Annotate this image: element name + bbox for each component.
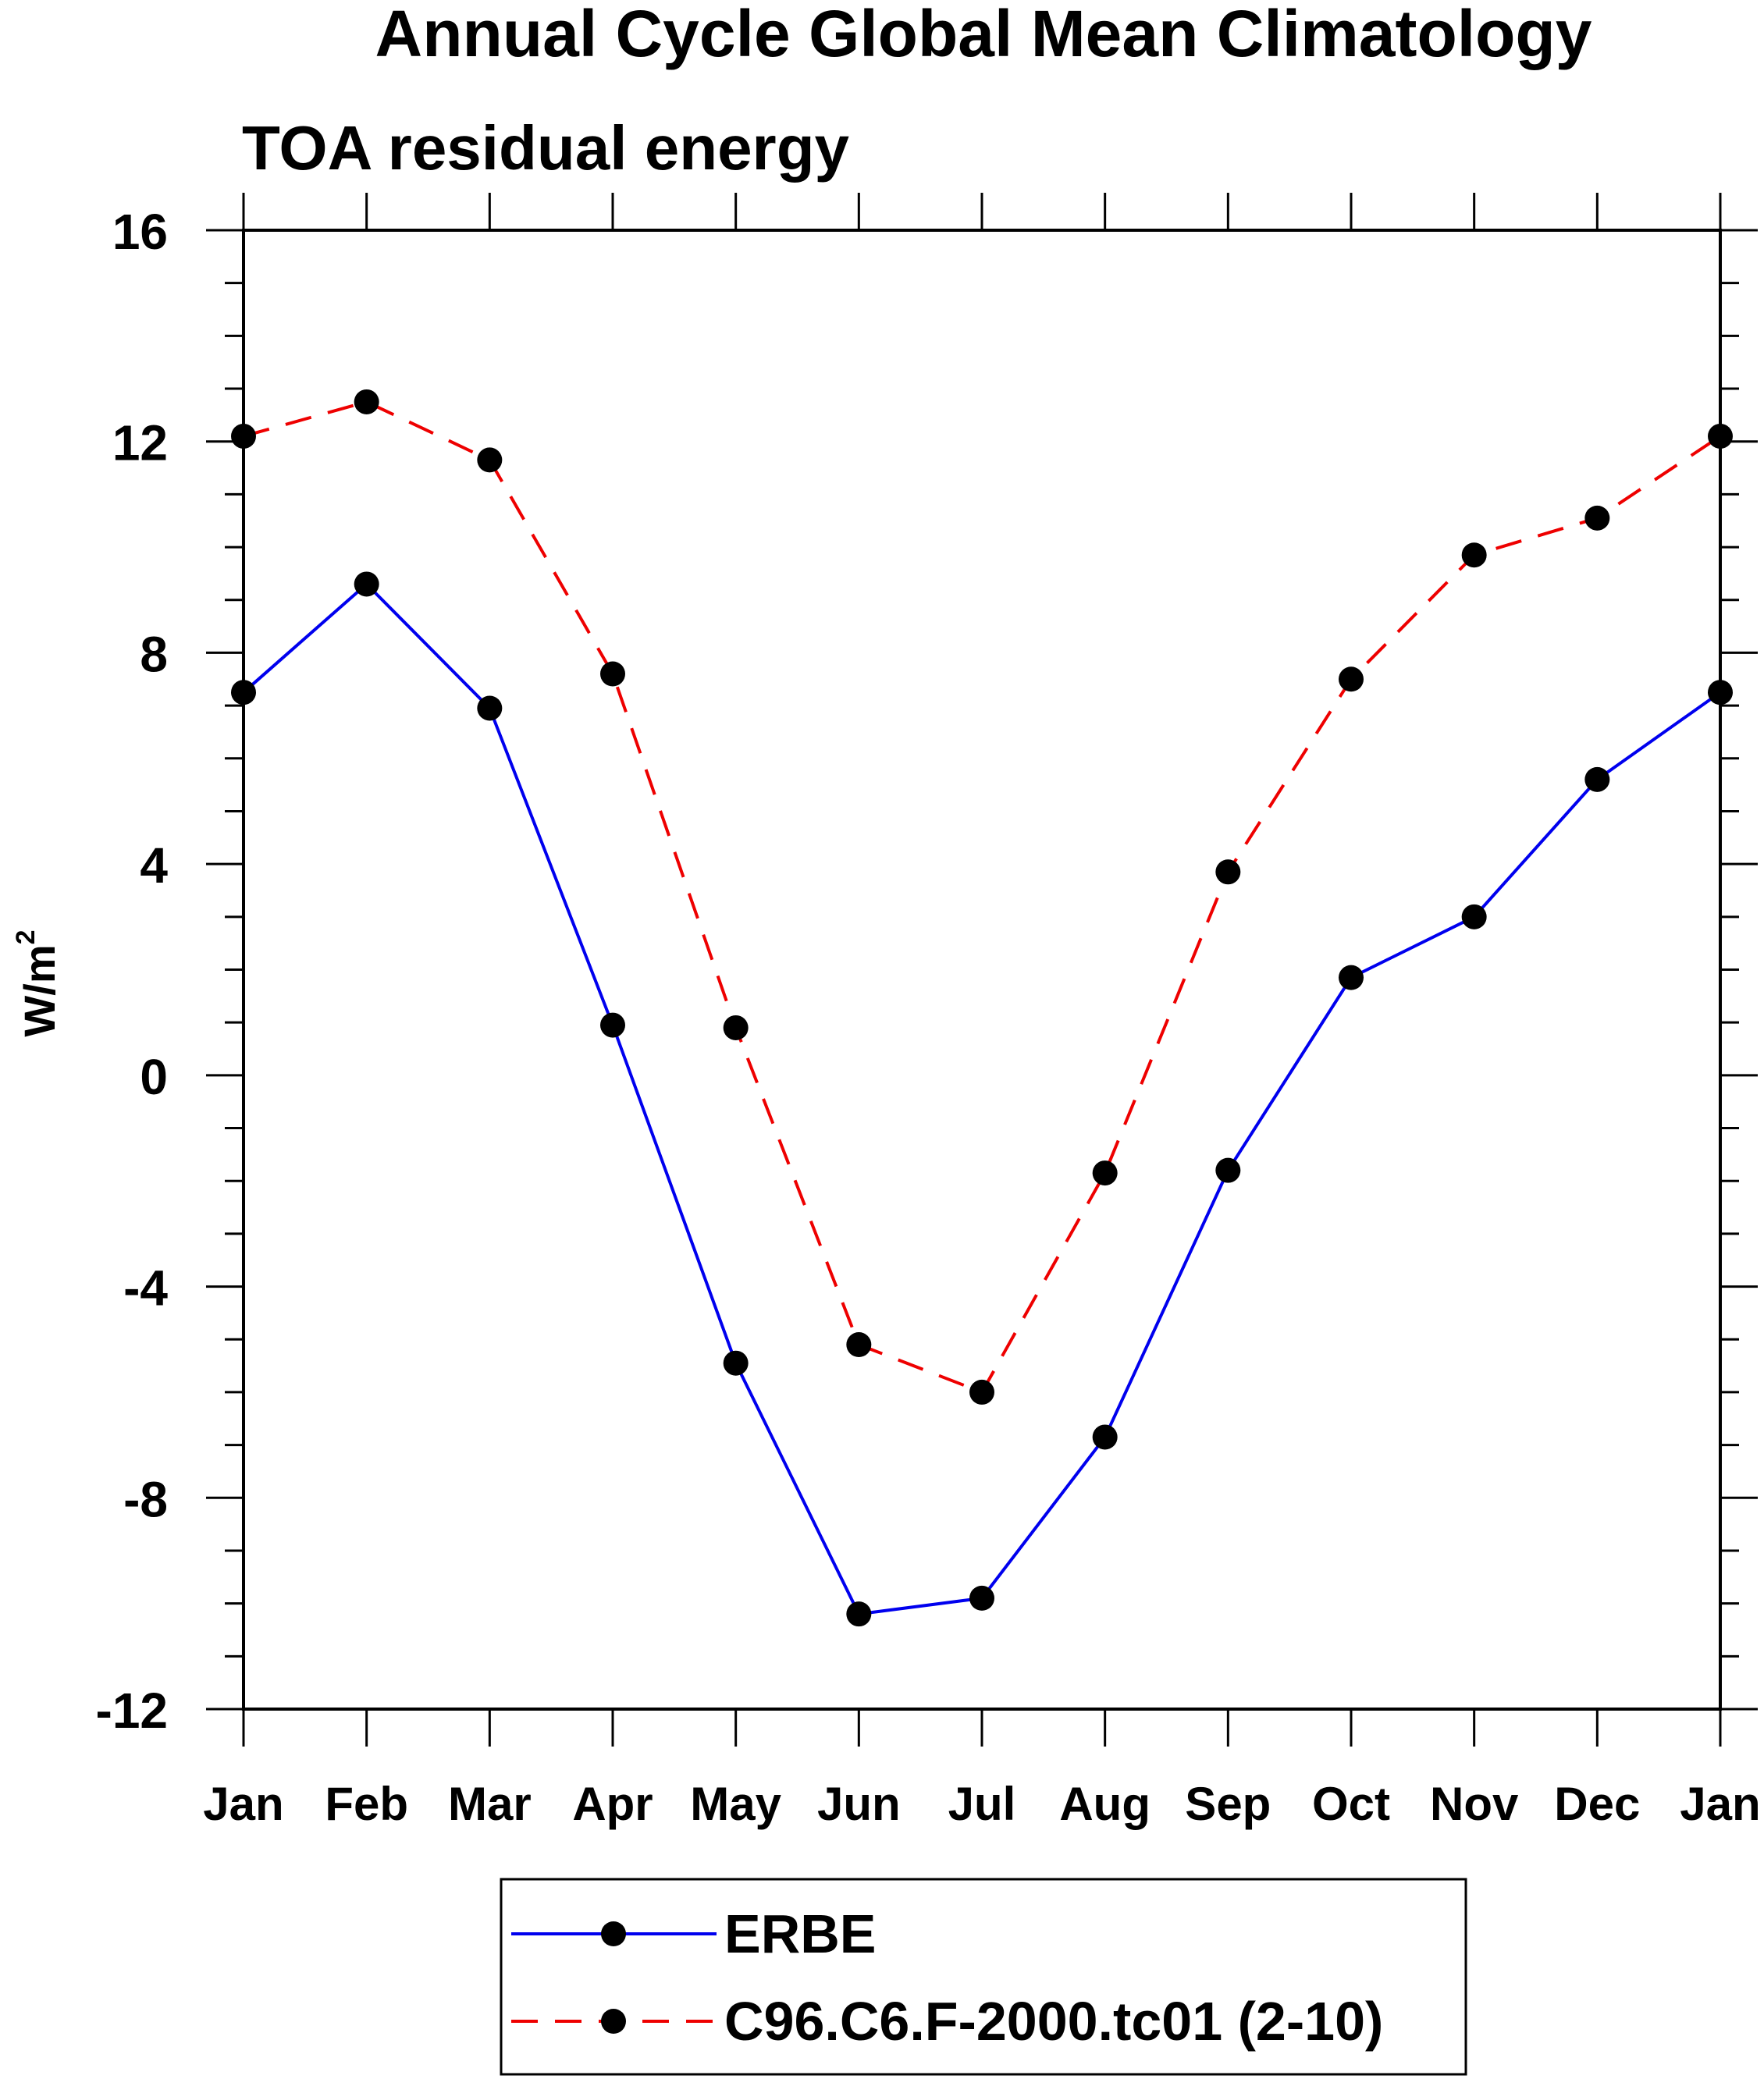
series-point-1 (1092, 1160, 1118, 1186)
y-tick-label: 12 (112, 415, 168, 471)
series-point-1 (600, 661, 625, 687)
y-tick-label: 16 (112, 204, 168, 260)
series-point-0 (1215, 1157, 1241, 1183)
series-point-0 (1461, 904, 1487, 929)
series-point-0 (354, 571, 379, 597)
series-point-0 (1708, 680, 1733, 705)
y-tick-label: -12 (96, 1683, 169, 1739)
legend-box (500, 1878, 1467, 2076)
legend-marker-model (601, 2009, 626, 2034)
y-axis-ticks (206, 229, 1758, 1711)
legend-marker-erbe (601, 1921, 626, 1946)
series-point-1 (723, 1015, 749, 1040)
x-tick-label: Oct (1312, 1778, 1390, 1830)
series-point-0 (723, 1350, 749, 1376)
svg-text:W/m2: W/m2 (11, 929, 64, 1036)
x-tick-label: Jul (948, 1778, 1016, 1830)
y-axis-label-sup: 2 (11, 929, 41, 944)
series-point-0 (477, 695, 503, 721)
y-axis-label-base: W/m (15, 944, 64, 1036)
x-tick-label: Jan (203, 1778, 283, 1830)
series-point-0 (1584, 766, 1610, 792)
y-axis-label: W/m2 (11, 929, 64, 1036)
series-point-0 (846, 1601, 872, 1627)
y-tick-label: 4 (140, 837, 168, 894)
series-point-1 (969, 1379, 994, 1405)
series-layer (231, 389, 1733, 1627)
series-point-0 (1092, 1424, 1118, 1450)
x-tick-label: Aug (1059, 1778, 1151, 1830)
series-point-1 (1584, 505, 1610, 531)
plot-frame (242, 229, 1722, 1711)
series-point-0 (600, 1012, 625, 1038)
series-point-1 (1339, 666, 1364, 692)
x-tick-label: Apr (572, 1778, 653, 1830)
series-point-1 (846, 1332, 872, 1358)
x-tick-label: Nov (1430, 1778, 1519, 1830)
x-tick-label: May (690, 1778, 781, 1830)
legend-label-erbe: ERBE (724, 1903, 876, 1964)
series-point-1 (354, 389, 379, 414)
x-tick-label: Sep (1185, 1778, 1271, 1830)
series-point-1 (1215, 859, 1241, 885)
series-point-1 (1461, 542, 1487, 568)
series-point-1 (477, 447, 503, 473)
y-axis-tick-labels: -12 -8 -4 0 4 8 12 16 (96, 204, 169, 1739)
chart-subtitle: TOA residual energy (242, 113, 850, 183)
series-line-1 (243, 400, 1722, 1395)
series-line-0 (242, 581, 1722, 1616)
series-point-0 (231, 680, 256, 705)
series-point-0 (1339, 965, 1364, 990)
y-tick-label: 8 (140, 626, 168, 682)
chart-title: Annual Cycle Global Mean Climatology (375, 0, 1592, 70)
x-tick-label: Mar (448, 1778, 532, 1830)
series-point-1 (1708, 423, 1733, 449)
x-axis-tick-labels: Jan Feb Mar Apr May Jun Jul Aug Sep Oct Nov Dec Jan (203, 1778, 1760, 1830)
series-point-0 (969, 1585, 994, 1611)
series-point-1 (231, 423, 256, 449)
x-tick-label: Jun (817, 1778, 901, 1830)
legend-label-model: C96.C6.F-2000.tc01 (2-10) (724, 1991, 1383, 2052)
x-tick-label: Jan (1680, 1778, 1760, 1830)
x-tick-label: Dec (1554, 1778, 1640, 1830)
legend: ERBE C96.C6.F-2000.tc01 (2-10) (500, 1878, 1467, 2076)
y-tick-label: -4 (123, 1260, 168, 1317)
x-axis-ticks (242, 193, 1722, 1747)
x-tick-label: Feb (325, 1778, 408, 1830)
y-tick-label: 0 (140, 1049, 168, 1105)
y-tick-label: -8 (123, 1471, 168, 1527)
